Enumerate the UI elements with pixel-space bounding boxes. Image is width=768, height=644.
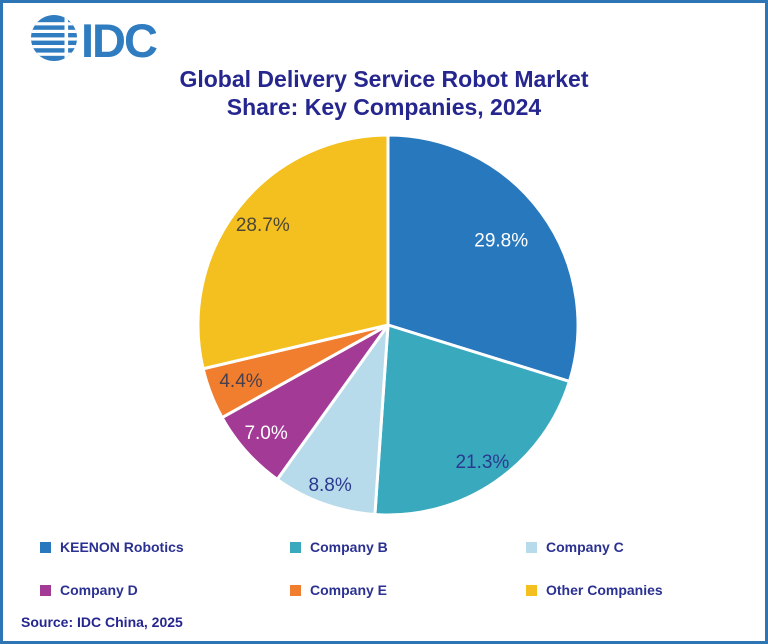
legend-label-keenon-robotics: KEENON Robotics bbox=[60, 539, 184, 555]
legend-swatch-other-companies bbox=[526, 584, 537, 596]
idc-globe-icon bbox=[31, 15, 77, 66]
pie-slice-other-companies bbox=[196, 133, 390, 371]
legend-item-company-b: Company B bbox=[290, 539, 526, 555]
legend-label-other-companies: Other Companies bbox=[546, 582, 663, 598]
pie-chart: 29.8% 21.3% 8.8% 7.0% 4.4% 28.7% bbox=[196, 133, 580, 517]
legend-swatch-keenon-robotics bbox=[40, 541, 51, 553]
source-note: Source: IDC China, 2025 bbox=[21, 614, 183, 630]
chart-title-line2: Share: Key Companies, 2024 bbox=[226, 94, 542, 120]
pie-label-company-d: 7.0% bbox=[244, 423, 287, 444]
pie-label-company-e: 4.4% bbox=[219, 371, 262, 392]
legend-item-company-c: Company C bbox=[526, 539, 740, 555]
legend-item-other-companies: Other Companies bbox=[526, 582, 740, 598]
pie-slice-keenon-robotics bbox=[386, 133, 580, 383]
legend-swatch-company-e bbox=[290, 584, 301, 596]
legend-swatch-company-b bbox=[290, 541, 301, 553]
pie-slice-company-c bbox=[275, 323, 390, 517]
legend-label-company-e: Company E bbox=[310, 582, 388, 598]
chart-title-line1: Global Delivery Service Robot Market bbox=[179, 66, 589, 92]
pie-chart-area: 29.8% 21.3% 8.8% 7.0% 4.4% 28.7% bbox=[188, 125, 588, 525]
legend-swatch-company-c bbox=[526, 541, 537, 553]
pie-label-keenon-robotics: 29.8% bbox=[474, 231, 528, 252]
idc-logo-text: IDC bbox=[81, 13, 158, 67]
legend-label-company-d: Company D bbox=[60, 582, 138, 598]
legend-item-keenon-robotics: KEENON Robotics bbox=[40, 539, 290, 555]
legend-swatch-company-d bbox=[40, 584, 51, 596]
pie-label-other-companies: 28.7% bbox=[236, 215, 290, 236]
pie-label-company-b: 21.3% bbox=[455, 452, 509, 473]
legend-label-company-c: Company C bbox=[546, 539, 624, 555]
chart-title: Global Delivery Service Robot Market Sha… bbox=[3, 65, 765, 121]
chart-legend: KEENON Robotics Company B Company C Company… bbox=[40, 539, 740, 625]
legend-label-company-b: Company B bbox=[310, 539, 388, 555]
idc-logo: IDC bbox=[31, 13, 158, 67]
pie-label-company-c: 8.8% bbox=[308, 475, 351, 496]
legend-item-company-d: Company D bbox=[40, 582, 290, 598]
pie-slice-company-b bbox=[373, 323, 571, 517]
legend-item-company-e: Company E bbox=[290, 582, 526, 598]
